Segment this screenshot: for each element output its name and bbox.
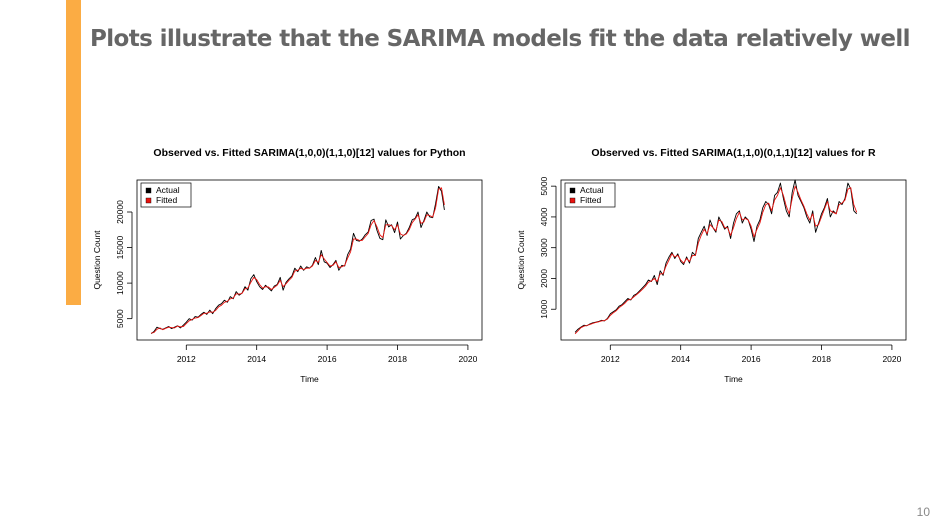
x-axis-label: Time xyxy=(724,374,743,384)
legend-swatch-actual xyxy=(145,187,152,194)
x-tick-label: 2018 xyxy=(388,354,407,364)
accent-bar xyxy=(66,0,81,305)
x-tick-label: 2012 xyxy=(601,354,620,364)
plot-frame xyxy=(560,179,907,341)
legend-label-actual: Actual xyxy=(156,185,180,195)
y-axis-label: Question Count xyxy=(516,230,526,290)
y-tick-label: 1000 xyxy=(539,300,549,319)
series-line-fitted xyxy=(574,185,858,335)
y-tick-label: 3000 xyxy=(539,238,549,257)
series-line-actual xyxy=(574,179,858,333)
y-tick-label: 5000 xyxy=(115,309,125,328)
y-axis-label: Question Count xyxy=(92,230,102,290)
y-tick-label: 2000 xyxy=(539,269,549,288)
y-tick-label: 20000 xyxy=(115,200,125,224)
page-number: 10 xyxy=(916,505,930,519)
x-tick-label: 2018 xyxy=(812,354,831,364)
series-line-actual xyxy=(150,185,445,334)
y-tick-label: 4000 xyxy=(539,207,549,226)
x-tick-label: 2016 xyxy=(742,354,761,364)
y-tick-label: 10000 xyxy=(115,271,125,295)
plot-frame xyxy=(136,179,483,341)
legend-label-actual: Actual xyxy=(580,185,604,195)
slide-title: Plots illustrate that the SARIMA models … xyxy=(90,26,911,52)
chart-svg: Observed vs. Fitted SARIMA(1,0,0)(1,1,0)… xyxy=(92,147,483,384)
series-line-fitted xyxy=(150,187,445,334)
x-tick-label: 2020 xyxy=(882,354,901,364)
chart-title: Observed vs. Fitted SARIMA(1,0,0)(1,1,0)… xyxy=(153,147,465,159)
python-sarima-chart: Observed vs. Fitted SARIMA(1,0,0)(1,1,0)… xyxy=(90,140,490,390)
x-tick-label: 2014 xyxy=(247,354,266,364)
legend-label-fitted: Fitted xyxy=(580,195,602,205)
y-tick-label: 5000 xyxy=(539,176,549,195)
legend-swatch-fitted xyxy=(145,197,152,204)
x-tick-label: 2012 xyxy=(177,354,196,364)
legend-swatch-fitted xyxy=(569,197,576,204)
chart-svg: Observed vs. Fitted SARIMA(1,1,0)(0,1,1)… xyxy=(516,147,907,384)
x-tick-label: 2016 xyxy=(318,354,337,364)
r-sarima-chart: Observed vs. Fitted SARIMA(1,1,0)(0,1,1)… xyxy=(514,140,914,390)
x-tick-label: 2020 xyxy=(458,354,477,364)
x-axis-label: Time xyxy=(300,374,319,384)
x-tick-label: 2014 xyxy=(671,354,690,364)
legend-label-fitted: Fitted xyxy=(156,195,178,205)
chart-title: Observed vs. Fitted SARIMA(1,1,0)(0,1,1)… xyxy=(591,147,876,159)
y-tick-label: 15000 xyxy=(115,235,125,259)
legend-swatch-actual xyxy=(569,187,576,194)
